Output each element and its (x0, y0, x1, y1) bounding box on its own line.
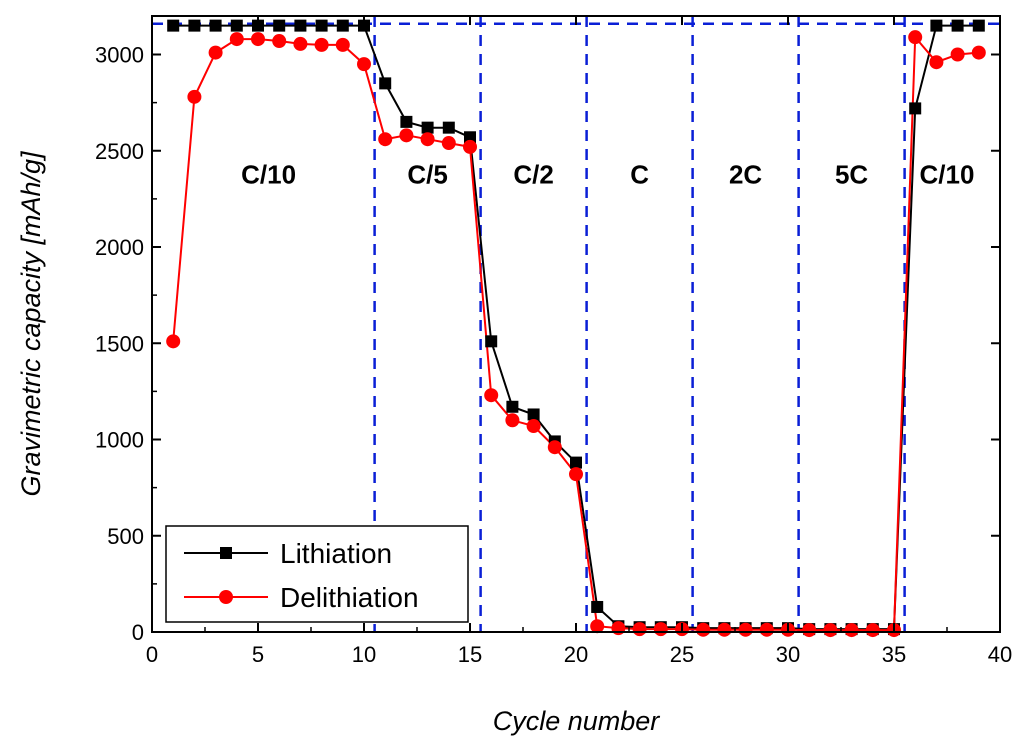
rate-label: C/10 (920, 159, 975, 189)
y-tick-label: 3000 (95, 43, 144, 68)
lithiation-point (294, 19, 307, 32)
lithiation-point (909, 102, 922, 115)
delithiation-point (547, 440, 562, 455)
delithiation-point (759, 622, 774, 637)
lithiation-point (315, 19, 328, 32)
delithiation-point (420, 132, 435, 147)
delithiation-point (484, 388, 499, 403)
x-tick-label: 20 (564, 642, 588, 667)
delithiation-point (696, 622, 711, 637)
y-tick-label: 2500 (95, 139, 144, 164)
x-axis-title: Cycle number (493, 706, 661, 736)
x-tick-label: 5 (252, 642, 264, 667)
delithiation-point (717, 622, 732, 637)
delithiation-point (187, 89, 202, 104)
y-tick-label: 500 (107, 524, 144, 549)
delithiation-point (590, 619, 605, 634)
lithiation-point (230, 19, 243, 32)
delithiation-point (293, 36, 308, 51)
delithiation-point (738, 622, 753, 637)
lithiation-point (358, 19, 370, 32)
rate-label: C/10 (241, 159, 296, 189)
delithiation-point (463, 139, 477, 154)
lithiation-point (527, 408, 540, 421)
delithiation-point (844, 623, 859, 638)
delithiation-point (335, 37, 350, 52)
lithiation-point (273, 19, 286, 32)
delithiation-point (526, 419, 541, 434)
x-tick-label: 40 (988, 642, 1012, 667)
delithiation-point (378, 132, 393, 147)
legend-box (165, 525, 469, 623)
y-tick-label: 1500 (95, 331, 144, 356)
lithiation-point (506, 400, 519, 413)
lithiation-point (336, 19, 349, 32)
delithiation-point (399, 128, 414, 143)
lithiation-point (972, 19, 985, 32)
delithiation-point (802, 623, 817, 638)
x-tick-label: 10 (352, 642, 376, 667)
lithiation-point (485, 335, 498, 348)
delithiation-point (653, 622, 668, 637)
delithiation-point (865, 623, 880, 638)
lithiation-point (209, 19, 222, 32)
delithiation-point (505, 413, 520, 428)
legend-label: Delithiation (280, 582, 419, 613)
y-tick-label: 2000 (95, 235, 144, 260)
rate-label: 5C (835, 159, 868, 189)
delithiation-point (823, 623, 838, 638)
lithiation-point (570, 456, 582, 469)
delithiation-point (569, 467, 583, 482)
delithiation-point (229, 32, 244, 47)
y-tick-label: 1000 (95, 428, 144, 453)
x-tick-label: 25 (670, 642, 694, 667)
lithiation-point (930, 19, 943, 32)
delithiation-point (357, 57, 371, 72)
x-tick-label: 35 (882, 642, 906, 667)
delithiation-point (208, 45, 223, 60)
legend-circle-marker (219, 590, 233, 604)
delithiation-point (908, 30, 923, 45)
delithiation-point (441, 136, 456, 151)
delithiation-point (950, 47, 965, 62)
delithiation-point (632, 622, 647, 637)
lithiation-point (379, 77, 392, 90)
lithiation-point (252, 19, 264, 32)
lithiation-point (591, 600, 604, 613)
x-tick-label: 0 (146, 642, 158, 667)
x-tick-label: 15 (458, 642, 482, 667)
legend-square-marker (220, 547, 232, 559)
y-axis-title: Gravimetric capacity [mAh/g] (16, 150, 46, 497)
lithiation-point (188, 19, 201, 32)
legend-label: Lithiation (280, 538, 392, 569)
delithiation-point (971, 45, 986, 60)
lithiation-point (464, 131, 476, 144)
delithiation-point (166, 334, 181, 349)
rate-label: 2C (729, 159, 762, 189)
lithiation-point (167, 19, 180, 32)
rate-label: C (630, 159, 649, 189)
delithiation-point (611, 621, 626, 636)
delithiation-point (314, 37, 329, 52)
lithiation-point (421, 121, 434, 134)
delithiation-point (929, 55, 944, 70)
lithiation-point (400, 115, 413, 128)
lithiation-point (951, 19, 964, 32)
lithiation-point (442, 121, 455, 134)
x-tick-label: 30 (776, 642, 800, 667)
rate-label: C/2 (513, 159, 553, 189)
delithiation-point (272, 34, 287, 49)
delithiation-point (251, 32, 265, 47)
y-tick-label: 0 (132, 620, 144, 645)
rate-label: C/5 (407, 159, 447, 189)
